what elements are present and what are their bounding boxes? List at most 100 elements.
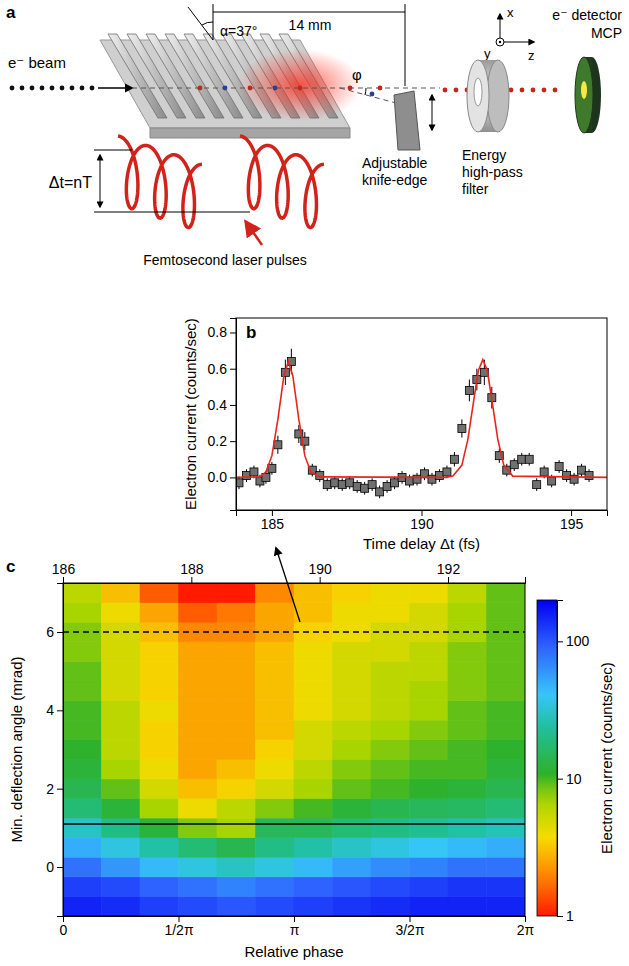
laser-glow <box>238 49 362 121</box>
heatmap-cell <box>140 583 179 603</box>
heatmap-cell <box>487 661 526 681</box>
heatmap-cell <box>140 838 179 858</box>
heatmap-cell <box>217 838 256 858</box>
heatmap-cell <box>448 583 487 603</box>
axis-arrow <box>500 42 534 43</box>
heatmap-cell <box>371 661 410 681</box>
electron <box>248 86 253 91</box>
data-point <box>383 482 391 490</box>
heatmap-cell <box>256 798 295 818</box>
electron <box>348 86 353 91</box>
panel-c: 01/2ππ3/2π2π1861881901920246Relative pha… <box>6 557 615 960</box>
heatmap-cell <box>333 583 372 603</box>
label: y <box>484 46 491 61</box>
tick: 0.2 <box>208 433 236 449</box>
heatmap-cell <box>448 740 487 760</box>
tick-label: 0.4 <box>208 397 228 413</box>
electron <box>20 86 25 91</box>
label: Δt=nT <box>49 174 92 191</box>
heatmap-cell <box>410 681 449 701</box>
tick-mark <box>230 477 236 478</box>
colorbar <box>537 600 557 916</box>
tick-label: π <box>290 922 300 938</box>
heatmap-cell <box>448 798 487 818</box>
tick: 0 <box>60 916 68 938</box>
detector-spot <box>581 81 587 99</box>
heatmap-cell <box>294 701 333 721</box>
heatmap-cell <box>410 896 449 916</box>
x-axis: 185190195 <box>237 510 608 532</box>
heatmap-cell <box>217 661 256 681</box>
reference-line <box>63 823 525 825</box>
heatmap-cell <box>294 583 333 603</box>
heatmap-cell <box>256 681 295 701</box>
heatmap-cell <box>294 798 333 818</box>
heatmap-cell <box>487 642 526 662</box>
heatmap-cell <box>179 779 218 799</box>
electron <box>223 86 228 91</box>
heatmap-cell <box>333 877 372 897</box>
tick-label: 195 <box>560 516 584 532</box>
colorbar-axis: 110100 <box>557 601 590 924</box>
plot-area <box>63 583 525 916</box>
heatmap-cell <box>487 798 526 818</box>
heatmap-cell <box>140 701 179 721</box>
delay-line <box>94 150 132 151</box>
heatmap-cell <box>256 779 295 799</box>
heatmap-cell <box>179 818 218 838</box>
data-point <box>458 424 466 432</box>
heatmap-cell <box>448 661 487 681</box>
heatmap-cell <box>256 701 295 721</box>
data-point <box>323 481 331 489</box>
data-point <box>540 468 548 476</box>
heatmap-cell <box>102 642 141 662</box>
panel-label: c <box>6 557 15 576</box>
heatmap-cell <box>63 896 102 916</box>
heatmap-cell <box>333 701 372 721</box>
heatmap-cell <box>102 857 141 877</box>
heatmap-cell <box>487 896 526 916</box>
heatmap-cell <box>294 759 333 779</box>
electron <box>273 86 278 91</box>
label-line: Adjustable <box>362 155 428 171</box>
data-point <box>368 481 376 489</box>
heatmap-cell <box>294 779 333 799</box>
heatmap-cell <box>102 818 141 838</box>
data-point <box>242 472 250 480</box>
tick: 190 <box>308 561 332 583</box>
label: φ <box>352 66 362 83</box>
electron <box>60 86 65 91</box>
heatmap-cell <box>333 798 372 818</box>
tick-mark <box>57 789 63 790</box>
heatmap-cell <box>217 681 256 701</box>
tick-mark <box>230 332 236 333</box>
tick-label: 190 <box>308 561 332 577</box>
axis-title: Min. deflection angle (mrad) <box>8 657 25 843</box>
heatmap-cell <box>487 857 526 877</box>
heatmap-cell <box>487 740 526 760</box>
heatmap-cell <box>140 759 179 779</box>
heatmap-cell <box>102 681 141 701</box>
tick: 0.0 <box>208 469 236 485</box>
data-point <box>338 481 346 489</box>
tick-mark <box>448 577 449 583</box>
data-point <box>548 477 556 485</box>
heatmap-cell <box>448 603 487 623</box>
axis-title: Electron current (counts/sec) <box>182 318 199 510</box>
data-point <box>465 386 473 394</box>
heatmap-cell <box>371 798 410 818</box>
heatmap-cell <box>179 661 218 681</box>
tick: 186 <box>52 561 76 583</box>
electron <box>30 86 35 91</box>
heatmap-cell <box>487 701 526 721</box>
heatmap-cell <box>140 818 179 838</box>
heatmap-cell <box>63 740 102 760</box>
heatmap-cell <box>63 720 102 740</box>
tick: 0 <box>46 859 63 875</box>
heatmap-cell <box>410 798 449 818</box>
heatmap-cell <box>217 583 256 603</box>
heatmap-cell <box>448 818 487 838</box>
heatmap-cell <box>487 603 526 623</box>
heatmap-cell <box>102 896 141 916</box>
heatmap-cell <box>256 720 295 740</box>
